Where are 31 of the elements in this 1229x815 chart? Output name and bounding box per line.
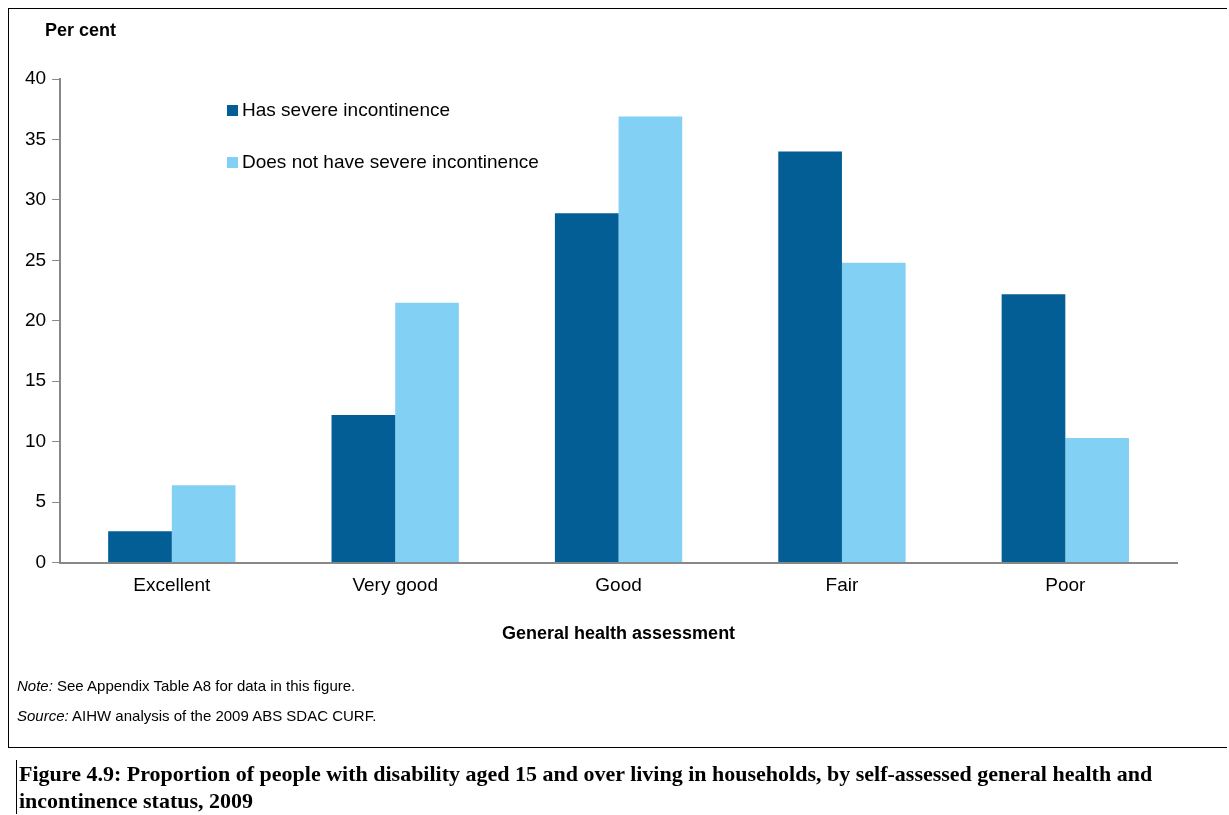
text: Figure 4.9: Proportion of people with disability aged 15 and over living in households, by self-assessed general health and incontinence status, 2009 bbox=[16, 760, 1219, 814]
legend-label: Has severe incontinence bbox=[242, 99, 451, 121]
legend-label: Does not have severe incontinence bbox=[242, 151, 539, 173]
x-tick-label: Excellent bbox=[133, 574, 212, 596]
bar bbox=[1001, 294, 1066, 563]
text: Note: See Appendix Table A8 for data in this figure. bbox=[17, 677, 356, 694]
y-tick-label: 40 bbox=[24, 67, 47, 89]
bar bbox=[331, 415, 396, 563]
y-tick-label: 35 bbox=[24, 127, 47, 149]
bar bbox=[778, 151, 842, 563]
y-tick-label: 25 bbox=[24, 248, 47, 270]
bar bbox=[1065, 438, 1129, 563]
bar bbox=[841, 262, 906, 563]
bar bbox=[171, 485, 236, 563]
y-tick-label: 5 bbox=[35, 490, 47, 512]
x-tick-label: Fair bbox=[825, 574, 859, 596]
x-tick-label: Poor bbox=[1045, 574, 1087, 596]
bar bbox=[395, 302, 459, 563]
y-axis-title: Per cent bbox=[45, 19, 117, 40]
y-tick-label: 0 bbox=[35, 550, 47, 572]
y-tick-label: 10 bbox=[24, 429, 47, 451]
x-tick-label: Very good bbox=[352, 574, 438, 596]
bar bbox=[618, 116, 683, 563]
y-tick-label: 20 bbox=[24, 309, 47, 331]
y-tick-label: 15 bbox=[24, 369, 47, 391]
source-note: Source: AIHW analysis of the 2009 ABS SDAC CURF. bbox=[17, 707, 377, 724]
bar bbox=[108, 531, 172, 563]
y-tick-label: 30 bbox=[24, 188, 47, 210]
x-tick-label: Good bbox=[595, 574, 642, 596]
bar bbox=[554, 213, 619, 563]
x-axis-title: General health assessment bbox=[502, 623, 736, 644]
